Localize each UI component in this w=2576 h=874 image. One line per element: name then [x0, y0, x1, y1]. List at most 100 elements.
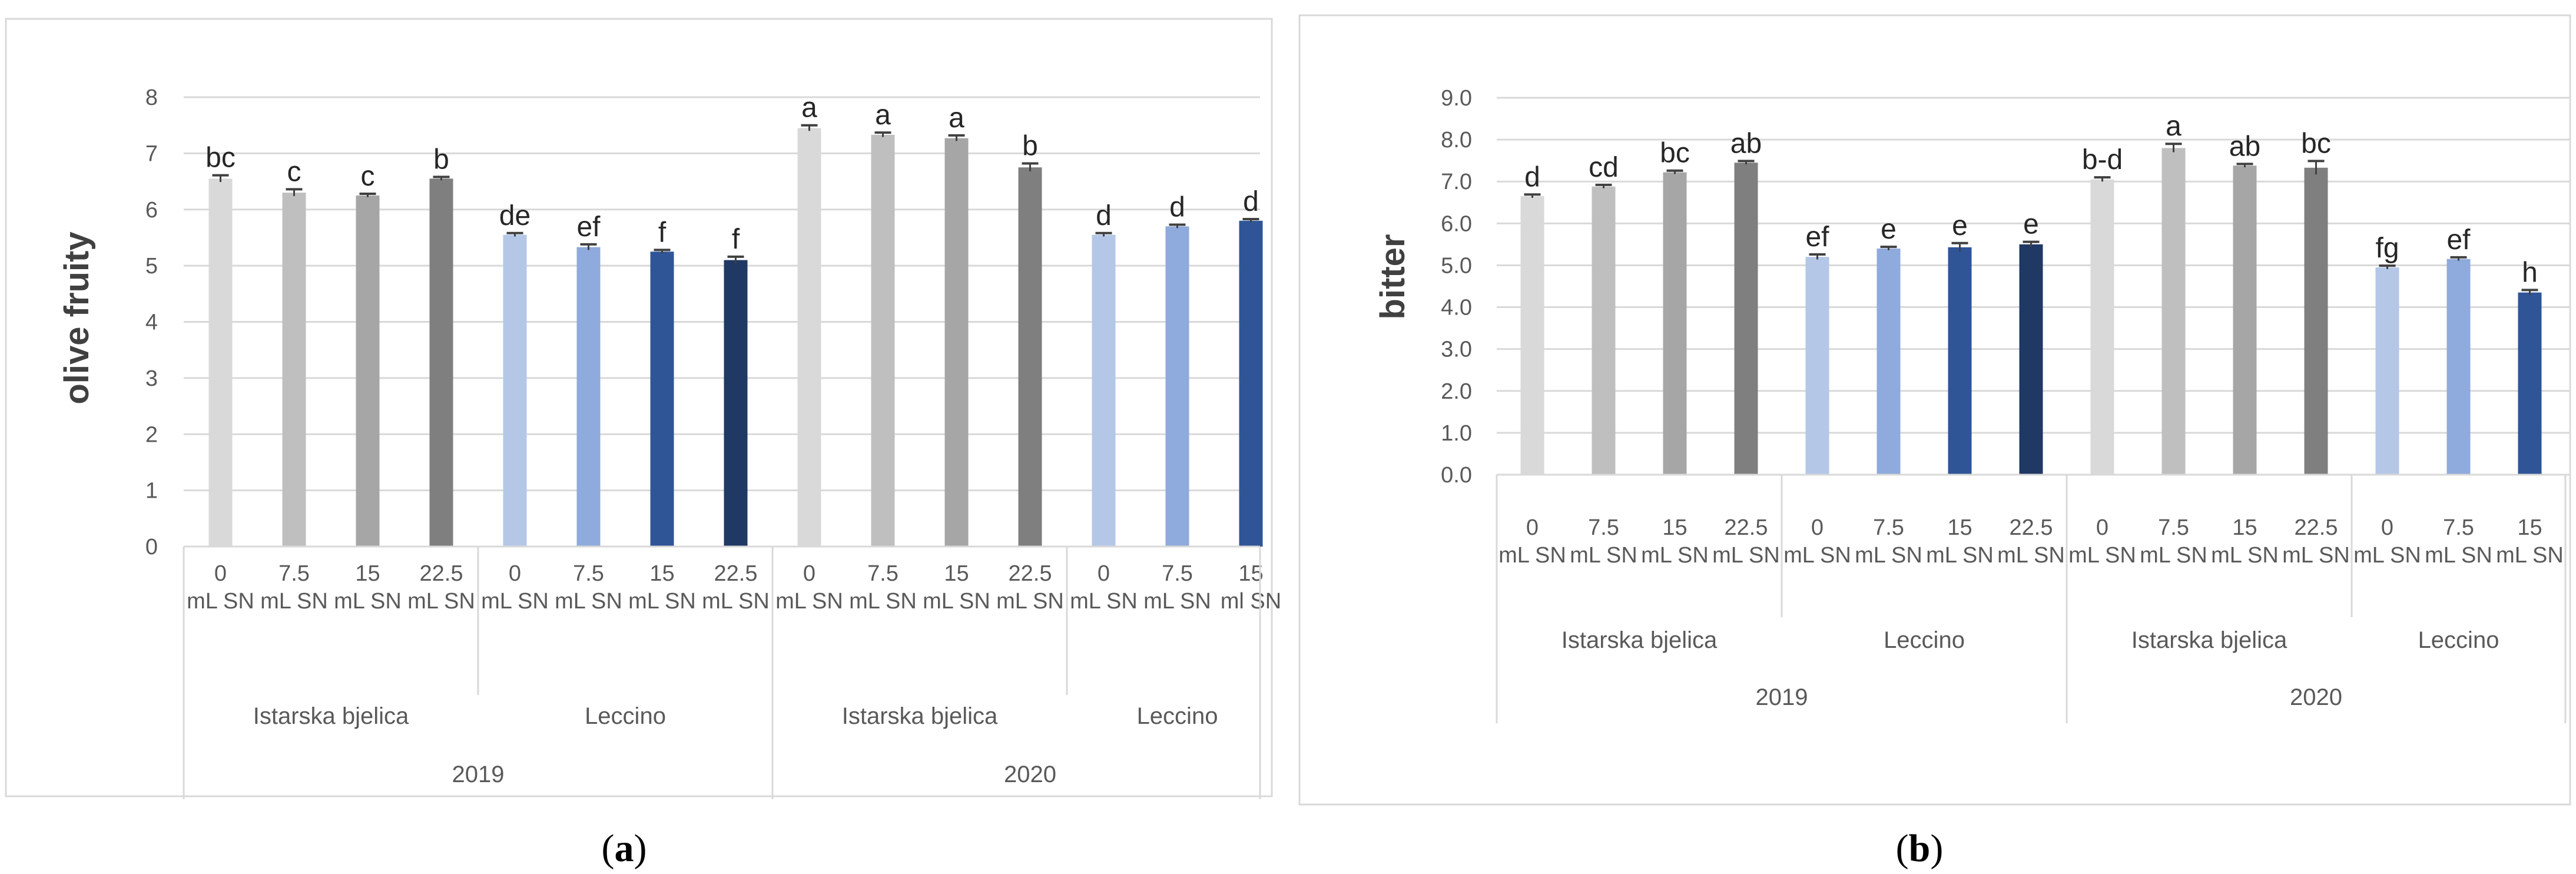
y-axis-label: bitter: [1374, 234, 1412, 320]
significance-letter: ef: [2446, 224, 2471, 256]
significance-letter: a: [2166, 111, 2182, 142]
bar: [1948, 247, 1972, 475]
bar: [2375, 267, 2399, 475]
bar: [1734, 163, 1758, 475]
x-category-label: 15 mL SN: [923, 561, 990, 614]
year-group-label: 2020: [2290, 684, 2342, 710]
y-axis-label: olive fruity: [58, 231, 96, 404]
significance-letter: e: [1952, 210, 1968, 241]
x-category-label: 0 mL SN: [187, 561, 254, 614]
y-tick-label: 7: [145, 141, 158, 166]
bar: [2019, 244, 2043, 475]
bar: [2090, 179, 2114, 475]
bar: [2446, 259, 2471, 475]
x-category-label: 7.5 mL SN: [2140, 515, 2207, 568]
bar: [650, 251, 674, 547]
cultivar-group-label: Leccino: [1884, 627, 1965, 653]
y-tick-label: 2: [145, 422, 158, 447]
significance-letter: ab: [1730, 128, 1762, 159]
year-group-label: 2019: [1756, 684, 1808, 710]
bar: [356, 195, 380, 547]
x-category-label: 15 mL SN: [1641, 515, 1709, 568]
significance-letter: ef: [576, 211, 601, 243]
x-category-label: 22.5 mL SN: [702, 561, 770, 614]
significance-letter: e: [1881, 214, 1897, 245]
y-tick-label: 8.0: [1441, 128, 1472, 153]
significance-letter: d: [1096, 200, 1112, 231]
bar: [2518, 292, 2542, 475]
bar: [282, 193, 306, 547]
bar: [1592, 186, 1616, 475]
x-category-label: 0 mL SN: [1783, 515, 1851, 568]
y-tick-label: 3.0: [1441, 337, 1472, 362]
y-tick-label: 0.0: [1441, 463, 1472, 488]
x-category-label: 22.5 mL SN: [407, 561, 475, 614]
x-category-label: 22.5 mL SN: [996, 561, 1064, 614]
y-tick-label: 1.0: [1441, 421, 1472, 446]
significance-letter: f: [732, 224, 740, 255]
bar: [2233, 165, 2257, 475]
y-tick-label: 7.0: [1441, 170, 1472, 194]
x-category-label: 7.5 mL SN: [2425, 515, 2492, 568]
significance-letter: fg: [2375, 233, 2399, 264]
x-category-label: 7.5 mL SN: [260, 561, 328, 614]
bar: [208, 178, 233, 547]
significance-letter: ab: [2229, 131, 2260, 162]
cultivar-group-label: Leccino: [585, 703, 666, 729]
x-category-label: 15 ml SN: [1221, 561, 1281, 614]
significance-letter: a: [801, 92, 817, 124]
cultivar-group-label: Istarska bjelica: [1561, 627, 1718, 653]
bar: [2304, 167, 2328, 475]
bar: [1520, 196, 1544, 475]
significance-letter: ef: [1805, 221, 1829, 253]
significance-letter: b: [1022, 131, 1038, 162]
x-category-label: 7.5 mL SN: [849, 561, 917, 614]
significance-letter: e: [2023, 209, 2039, 240]
significance-letter: b-d: [2082, 144, 2123, 176]
cultivar-group-label: Istarska bjelica: [2131, 627, 2287, 653]
x-category-label: 15 mL SN: [2496, 515, 2564, 568]
x-category-label: 0 mL SN: [1070, 561, 1138, 614]
x-category-label: 0 mL SN: [775, 561, 843, 614]
cultivar-group-label: Leccino: [1137, 703, 1218, 729]
y-tick-label: 9.0: [1441, 86, 1472, 111]
x-category-label: 0 mL SN: [2068, 515, 2136, 568]
chart-panel-a: 0 1 2 3 4 5 6 7 8 olive fruity bc 0 mL SN c 7.5 mL SN c 1…: [5, 18, 1281, 799]
panel-label-b: (b): [1896, 827, 1944, 870]
x-category-label: 15 mL SN: [1926, 515, 1994, 568]
bar: [429, 178, 453, 547]
y-tick-label: 4: [145, 310, 158, 335]
significance-letter: cd: [1589, 152, 1619, 183]
x-category-label: 15 mL SN: [628, 561, 696, 614]
significance-letter: b: [433, 144, 449, 175]
significance-letter: f: [658, 217, 667, 248]
significance-letter: d: [1524, 161, 1540, 193]
bar: [576, 247, 601, 547]
bar: [1092, 234, 1116, 547]
x-category-label: 7.5 mL SN: [1855, 515, 1922, 568]
significance-letter: a: [949, 102, 964, 134]
y-tick-label: 8: [145, 85, 158, 110]
significance-letter: bc: [205, 143, 236, 174]
bar: [1663, 172, 1687, 475]
y-tick-label: 1: [145, 479, 158, 504]
x-category-label: 15 mL SN: [2211, 515, 2279, 568]
x-category-label: 0 mL SN: [1498, 515, 1566, 568]
y-tick-label: 6: [145, 198, 158, 223]
y-tick-label: 6.0: [1441, 211, 1472, 236]
significance-letter: de: [499, 200, 531, 231]
x-category-label: 0 mL SN: [2353, 515, 2421, 568]
y-tick-label: 3: [145, 366, 158, 391]
significance-letter: c: [287, 156, 301, 187]
significance-letter: bc: [2301, 128, 2331, 159]
bar: [1018, 167, 1042, 547]
bar: [1877, 249, 1901, 475]
y-tick-label: 0: [145, 535, 158, 560]
bar: [503, 234, 527, 547]
x-category-label: 15 mL SN: [334, 561, 402, 614]
panel-label-a: (a): [602, 827, 647, 870]
significance-letter: a: [875, 100, 891, 131]
y-tick-label: 5: [145, 254, 158, 279]
x-category-label: 22.5 mL SN: [2282, 515, 2350, 568]
x-category-label: 0 mL SN: [481, 561, 549, 614]
